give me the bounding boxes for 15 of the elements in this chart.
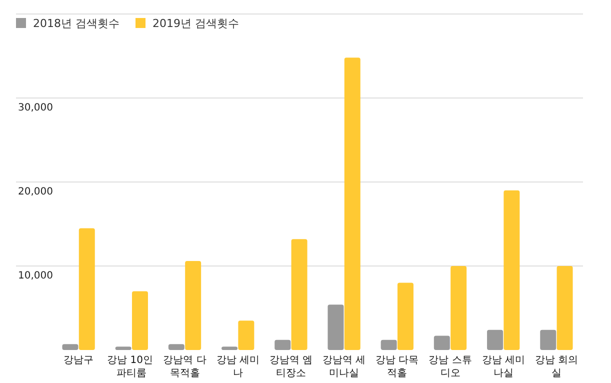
x-tick-label: 강남 세미나 xyxy=(216,355,260,379)
x-tick-label: 강남역 세미나실 xyxy=(322,355,366,379)
x-tick-label: 강남 다목적홀 xyxy=(376,355,419,379)
x-tick-label: 강남 회의실 xyxy=(534,355,578,379)
legend-label: 2018년 검색횟수 xyxy=(33,17,120,30)
x-tick-label: 강남구 xyxy=(64,355,94,366)
x-tick-label: 강남 10인 파티룸 xyxy=(107,355,156,379)
x-tick-label: 강남역 엠티장소 xyxy=(269,355,313,379)
y-tick-label: 20,000 xyxy=(18,186,53,198)
y-tick-label: 30,000 xyxy=(18,102,53,114)
y-tick-label: 10,000 xyxy=(18,270,53,282)
x-tick-label: 강남 스튜디오 xyxy=(428,355,472,379)
legend-label: 2019년 검색횟수 xyxy=(152,17,239,30)
x-tick-label: 강남역 다목적홀 xyxy=(163,355,206,379)
x-tick-label: 강남 세미나실 xyxy=(482,355,525,379)
